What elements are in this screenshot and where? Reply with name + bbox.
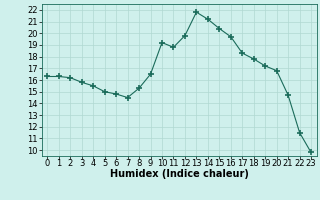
X-axis label: Humidex (Indice chaleur): Humidex (Indice chaleur) <box>110 169 249 179</box>
